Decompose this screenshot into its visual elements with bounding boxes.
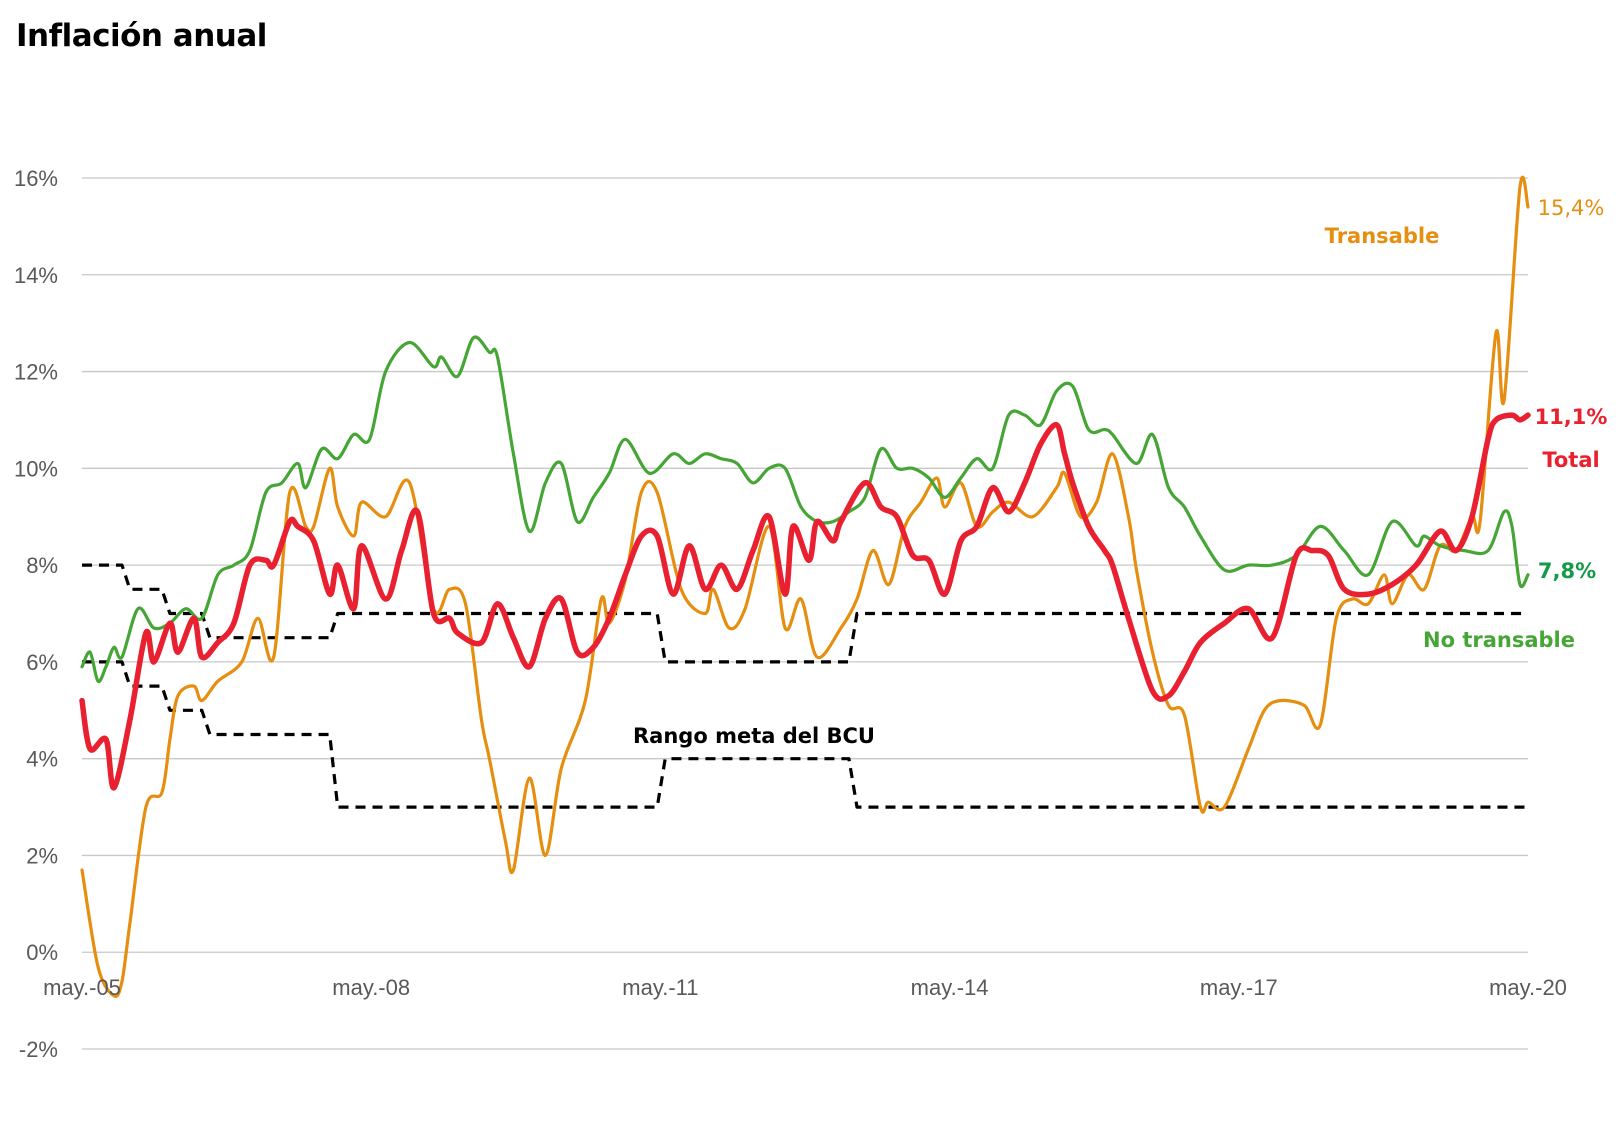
y-tick-label: 2% bbox=[26, 843, 58, 868]
y-tick-label: 14% bbox=[14, 263, 58, 288]
transable-value-label: 15,4% bbox=[1538, 196, 1605, 220]
y-tick-label: 12% bbox=[14, 360, 58, 385]
x-tick-label: may.-17 bbox=[1200, 975, 1278, 1000]
series-line-total bbox=[79, 412, 1531, 791]
band-label: Rango meta del BCU bbox=[633, 724, 875, 748]
x-tick-label: may.-14 bbox=[911, 975, 989, 1000]
x-tick-label: may.-20 bbox=[1489, 975, 1567, 1000]
series-line-no-transable bbox=[80, 335, 1530, 684]
x-axis-ticks: may.-05 may.-08 may.-11 may.-14 may.-17 may.-… bbox=[43, 975, 1567, 1000]
series-line-bcu-upper bbox=[82, 563, 1528, 664]
x-tick-label: may.-08 bbox=[332, 975, 410, 1000]
chart-title: Inflación anual bbox=[16, 18, 267, 54]
total-value-label: 11,1% bbox=[1535, 405, 1608, 429]
x-tick-label: may.-05 bbox=[43, 975, 121, 1000]
no-transable-value-label: 7,8% bbox=[1538, 559, 1596, 583]
no-transable-label: No transable bbox=[1423, 628, 1575, 652]
y-axis-ticks: -2% 0% 2% 4% 6% 8% 10% 12% 14% 16% bbox=[14, 166, 58, 1062]
y-tick-label: 0% bbox=[26, 940, 58, 965]
series-layer bbox=[79, 175, 1531, 998]
x-tick-label: may.-11 bbox=[622, 975, 698, 1000]
y-tick-label: 4% bbox=[26, 747, 58, 772]
series-line-transable bbox=[80, 175, 1530, 998]
transable-label: Transable bbox=[1325, 224, 1440, 248]
y-tick-label: -2% bbox=[19, 1037, 58, 1062]
gridlines bbox=[82, 177, 1528, 1050]
y-tick-label: 6% bbox=[26, 650, 58, 675]
y-tick-label: 8% bbox=[26, 553, 58, 578]
y-tick-label: 16% bbox=[14, 166, 58, 191]
annotations: Transable 15,4% 11,1% Total 7,8% No tran… bbox=[633, 196, 1607, 748]
total-label: Total bbox=[1542, 448, 1599, 472]
y-tick-label: 10% bbox=[14, 456, 58, 481]
